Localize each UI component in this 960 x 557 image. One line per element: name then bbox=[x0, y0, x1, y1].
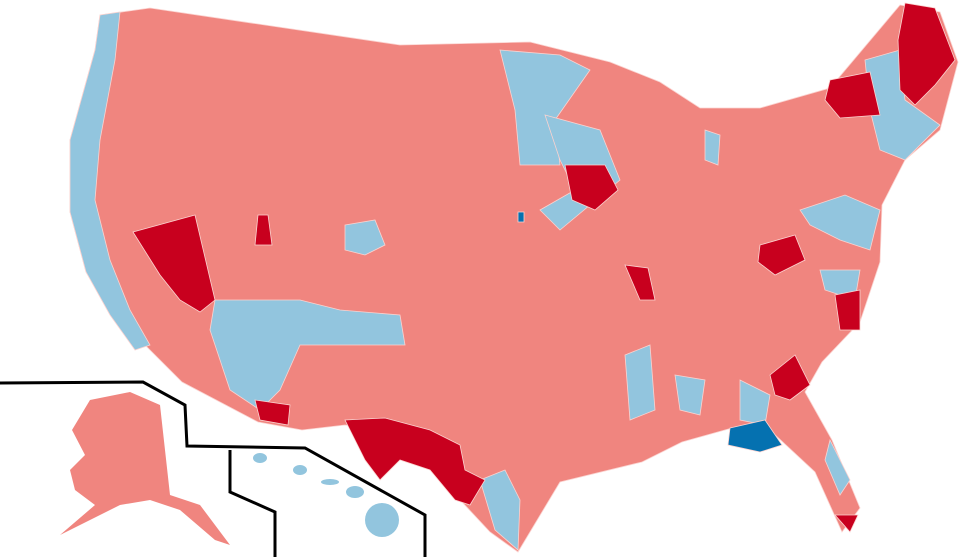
hawaii-island-big bbox=[365, 503, 399, 537]
nevada-dark-red bbox=[132, 214, 216, 313]
colorado-blue bbox=[344, 219, 386, 256]
new-york-dark-red bbox=[824, 71, 881, 119]
georgia-dark-red bbox=[769, 354, 811, 401]
michigan-blue bbox=[704, 129, 721, 166]
illinois-dark-red bbox=[624, 264, 656, 301]
west-virginia-dark-red bbox=[757, 234, 806, 276]
florida-keys-dark-red bbox=[834, 514, 859, 533]
mississippi-blue bbox=[624, 344, 656, 421]
southwest-blue bbox=[209, 299, 406, 411]
inset-borders bbox=[0, 380, 427, 557]
alaska bbox=[60, 392, 230, 545]
conus-base bbox=[69, 4, 959, 553]
hawaii-island-kauai bbox=[253, 453, 267, 463]
north-carolina-dark-red bbox=[834, 289, 861, 331]
nebraska-dark-blue bbox=[517, 211, 525, 223]
west-texas-dark-red bbox=[344, 417, 486, 506]
mid-atlantic-blue bbox=[799, 194, 881, 251]
utah-dark-red bbox=[254, 214, 273, 246]
florida-blue bbox=[824, 438, 851, 496]
west-coast-blue bbox=[69, 11, 151, 351]
hawaii-island-molokai bbox=[321, 479, 339, 485]
hawaii-island-maui bbox=[346, 486, 364, 498]
hawaii-island-oahu bbox=[293, 465, 307, 475]
alabama-blue bbox=[674, 374, 706, 416]
hawaii bbox=[253, 453, 399, 537]
north-florida-dark-blue bbox=[727, 419, 783, 453]
arizona-dark-red bbox=[254, 399, 291, 426]
contiguous-us bbox=[69, 2, 959, 553]
maine-dark-red bbox=[897, 2, 956, 106]
alaska-shape bbox=[60, 392, 230, 545]
hawaii-inset-line bbox=[228, 450, 277, 557]
south-texas-blue bbox=[479, 469, 521, 551]
alaska-inset-line bbox=[0, 380, 427, 557]
wisconsin-dark-red bbox=[564, 164, 619, 211]
